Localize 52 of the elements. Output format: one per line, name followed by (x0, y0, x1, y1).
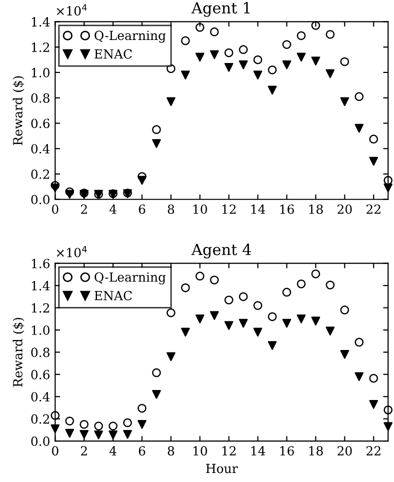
x-tick-label: 8 (168, 446, 174, 456)
x-tick-label: 6 (138, 446, 146, 456)
x-tick-label: 20 (338, 446, 352, 456)
y-tick-label: 0.0 (31, 436, 50, 446)
x-tick-label: 2 (80, 204, 87, 214)
x-tick-label: 14 (251, 446, 266, 456)
x-tick-label: 10 (193, 204, 208, 214)
y-tick-label: 0.8 (31, 93, 50, 103)
x-tick-label: 12 (222, 204, 236, 214)
y-axis-title: Reward ($) (12, 76, 24, 146)
y-tick-label: 1.0 (32, 325, 50, 335)
y-tick-label: 1.4 (32, 281, 50, 290)
x-tick-label: 18 (309, 446, 323, 456)
y-tick-label: 0.4 (31, 392, 50, 402)
x-tick-label: 0 (52, 204, 58, 214)
x-tick-label: 22 (366, 204, 380, 214)
x-tick-label: 16 (280, 204, 294, 214)
x-tick-label: 4 (109, 204, 116, 214)
legend-label: ENAC (94, 290, 132, 300)
y-tick-label: 0.6 (31, 370, 50, 380)
x-tick-label: 22 (366, 446, 380, 456)
x-tick-label: 8 (168, 204, 174, 214)
text: ×10$^{4}$ (56, 4, 87, 16)
x-axis-title: Hour (206, 464, 238, 474)
x-tick-label: 0 (52, 446, 58, 456)
legend-label: ENAC (94, 49, 132, 59)
y-tick-label: 1.0 (32, 68, 50, 78)
y-tick-label: 0.4 (31, 144, 50, 154)
y-tick-label: 0.2 (31, 169, 50, 179)
y-axis-title: Reward ($) (12, 318, 24, 387)
legend-label: Q-Learning (94, 272, 166, 284)
x-tick-label: 18 (309, 204, 323, 214)
y-tick-label: 1.2 (32, 303, 50, 313)
x-tick-label: 20 (338, 204, 352, 214)
y-tick-label: 0.6 (31, 118, 50, 128)
x-tick-label: 2 (80, 446, 87, 456)
y-tick-label: 1.2 (32, 42, 50, 52)
x-tick-label: 6 (138, 204, 146, 214)
text: ×10$^{4}$ (56, 246, 87, 258)
x-tick-label: 14 (251, 204, 266, 214)
y-tick-label: 1.6 (32, 258, 50, 268)
y-tick-label: 0.8 (31, 348, 50, 358)
chart-title: Agent 1 (191, 2, 250, 17)
x-tick-label: 16 (280, 446, 294, 456)
chart-title: Agent 4 (191, 244, 252, 258)
x-tick-label: 4 (109, 446, 116, 456)
x-tick-label: 10 (193, 446, 208, 456)
x-tick-label: 12 (222, 446, 236, 456)
y-tick-label: 0.2 (31, 414, 50, 424)
y-tick-label: 0.0 (31, 194, 50, 204)
legend-label: Q-Learning (94, 30, 166, 43)
y-tick-label: 1.4 (32, 17, 50, 27)
